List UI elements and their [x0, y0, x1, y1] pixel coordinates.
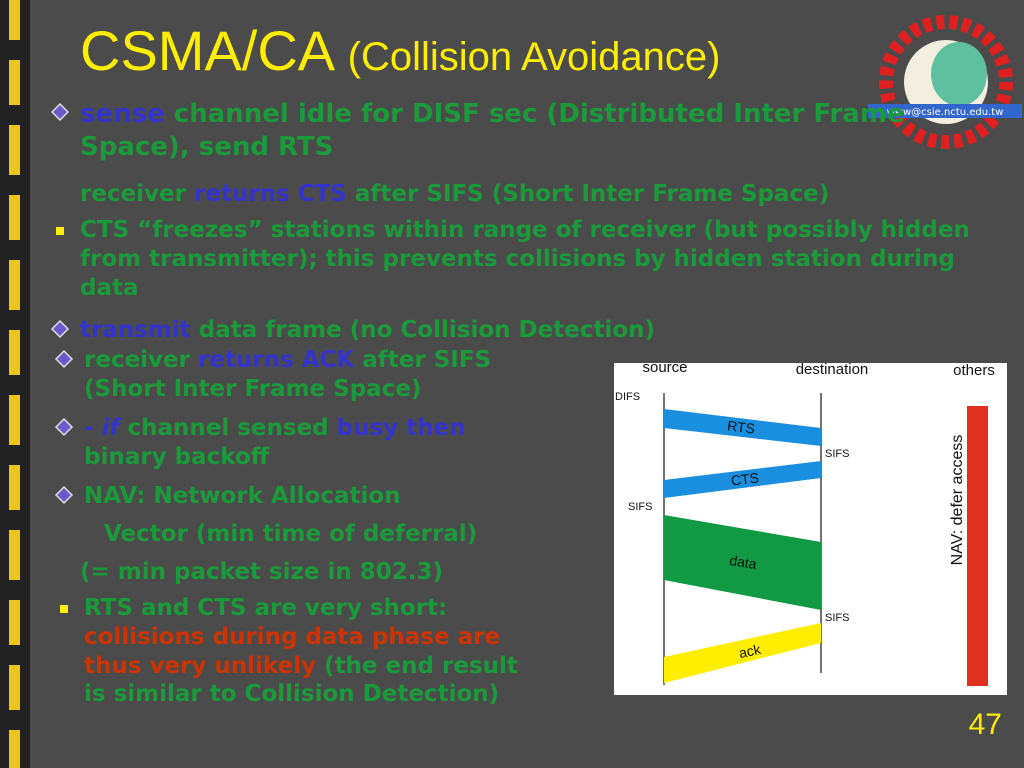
source-label: source: [642, 363, 687, 376]
text-run: data frame (no Collision Detection): [190, 317, 656, 343]
text-run: busy then: [336, 415, 466, 441]
rts-label: RTS: [726, 417, 755, 436]
text-run: CTS “freezes” stations within range of r…: [80, 217, 970, 301]
difs-label: DIFS: [615, 391, 640, 403]
bullet-marker: [54, 418, 74, 437]
title-main: CSMA/CA: [80, 19, 333, 82]
sifs-label: SIFS: [628, 501, 652, 513]
sifs-label: SIFS: [825, 448, 849, 460]
text-run: binary backoff: [84, 443, 270, 470]
bullet: (= min packet size in 802.3): [80, 558, 600, 587]
text-run: returns CTS: [194, 181, 347, 207]
text-run: after SIFS (Short Inter Frame Space): [346, 181, 830, 207]
bullet: RTS and CTS are very short: collisions d…: [60, 594, 544, 709]
text-run: NAV: Network Allocation: [84, 483, 401, 509]
others-label: others: [953, 363, 995, 379]
bullet-marker: [54, 486, 74, 505]
text-run: channel idle for DISF sec (Distributed I…: [80, 99, 905, 162]
title-sub: (Collision Avoidance): [347, 35, 721, 79]
nav-label: NAV: defer access: [949, 435, 966, 566]
text-run: if: [101, 415, 120, 441]
title: CSMA/CA (Collision Avoidance): [80, 18, 720, 83]
destination-label: destination: [796, 363, 869, 378]
logo: www@csie.nctu.edu.tw: [868, 15, 1022, 149]
bullet: receiver returns ACK after SIFS (Short I…: [54, 346, 554, 404]
text-run: receiver: [84, 347, 199, 373]
bullet: Vector (min time of deferral): [104, 520, 624, 549]
bullet-marker: [56, 227, 64, 236]
sifs-label: SIFS: [825, 612, 849, 624]
ack-label: ack: [737, 641, 763, 661]
text-run: Vector (min time of deferral): [104, 521, 478, 547]
text-run: sense: [80, 99, 165, 129]
data-label: data: [728, 552, 758, 572]
text-run: (= min packet size in 802.3): [80, 559, 444, 585]
bullet: receiver returns CTS after SIFS (Short I…: [80, 180, 980, 209]
bullet: NAV: Network Allocation: [54, 482, 604, 511]
text-run: transmit: [80, 317, 191, 343]
text-run: channel sensed: [119, 415, 337, 441]
bullet-marker: [54, 350, 74, 369]
bullet: transmit data frame (no Collision Detect…: [50, 316, 980, 345]
text-run: receiver: [80, 181, 195, 207]
bullet: CTS “freezes” stations within range of r…: [56, 216, 1015, 302]
page-number: 47: [968, 708, 1002, 741]
text-run: RTS and CTS are very short:: [84, 595, 448, 621]
bullet-marker: [60, 605, 68, 614]
text-run: (the end result is similar to Collision …: [84, 652, 518, 708]
text-run: -: [84, 415, 102, 441]
bullet-marker: [50, 102, 70, 121]
left-stripe: [0, 0, 30, 768]
text-run: collisions during data phase are thus ve…: [84, 623, 501, 679]
text-run: after SIFS (Short Inter Frame Space): [84, 347, 492, 402]
text-run: returns ACK: [198, 347, 355, 373]
cts-label: CTS: [730, 469, 760, 488]
bullet-marker: [50, 320, 70, 339]
bullet: - if channel sensed busy then binary bac…: [54, 414, 554, 472]
bullet: sense channel idle for DISF sec (Distrib…: [50, 98, 940, 163]
diagram: source destination others DIFS SIFS SIFS…: [614, 363, 1007, 695]
logo-text: www@csie.nctu.edu.tw: [887, 107, 1004, 118]
